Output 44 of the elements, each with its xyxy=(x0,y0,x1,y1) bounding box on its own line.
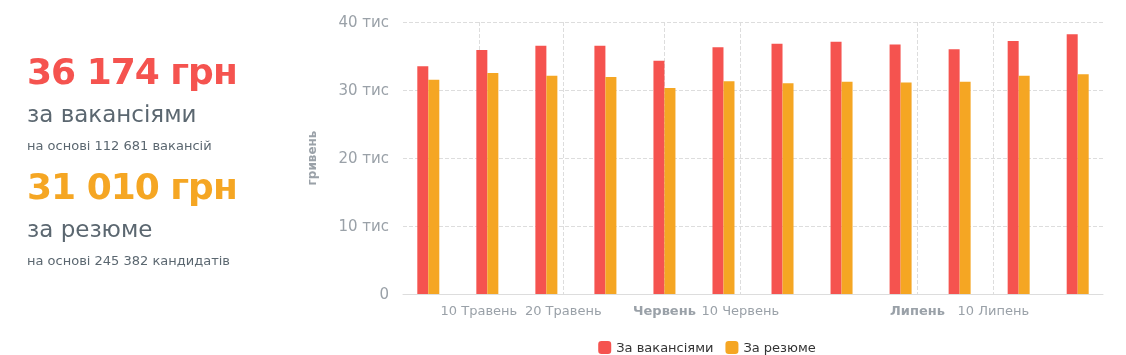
bar xyxy=(841,81,853,294)
bar xyxy=(782,83,794,294)
bar xyxy=(1077,74,1089,294)
bar xyxy=(900,82,912,294)
text: 31 010 грн xyxy=(27,166,238,208)
bar xyxy=(723,81,735,294)
y-axis-title: гривень xyxy=(305,130,319,186)
bar xyxy=(1007,41,1019,294)
y-tick-label: 0 xyxy=(379,285,389,303)
bar xyxy=(889,44,901,294)
bar xyxy=(487,73,499,294)
y-tick-label: 40 тис xyxy=(338,13,389,31)
bar xyxy=(605,77,617,294)
bar xyxy=(1018,75,1030,294)
x-tick-label: 10 Липень xyxy=(957,303,1030,318)
text: на основі 112 681 вакансій xyxy=(27,137,213,154)
y-tick-label: 10 тис xyxy=(338,217,389,235)
y-tick-label: 30 тис xyxy=(338,81,389,99)
bar xyxy=(653,60,665,294)
bar xyxy=(594,45,606,294)
text: 36 174 грн xyxy=(27,51,238,92)
x-tick-label: 20 Травень xyxy=(524,303,602,318)
bar xyxy=(771,43,783,294)
x-tick-label: 10 Червень xyxy=(701,303,780,318)
text: за резюме xyxy=(27,215,154,243)
bar xyxy=(948,49,960,294)
bar xyxy=(546,75,558,294)
bar xyxy=(830,41,842,294)
bar xyxy=(712,47,724,294)
bar xyxy=(428,79,440,294)
text: за вакансіями xyxy=(27,100,198,127)
bar xyxy=(417,66,429,294)
bar xyxy=(664,87,676,294)
bar xyxy=(959,81,971,294)
x-tick-label: 10 Травень xyxy=(440,303,518,318)
x-tick-label: Липень xyxy=(890,303,945,318)
legend-label: За вакансіями xyxy=(616,340,714,355)
bar xyxy=(476,49,488,294)
y-tick-label: 20 тис xyxy=(338,149,389,167)
x-tick-label: Червень xyxy=(633,303,696,318)
bar xyxy=(535,45,547,294)
text: на основі 245 382 кандидатів xyxy=(27,253,231,269)
bar xyxy=(1066,34,1078,294)
legend-label: За резюме xyxy=(743,340,816,355)
